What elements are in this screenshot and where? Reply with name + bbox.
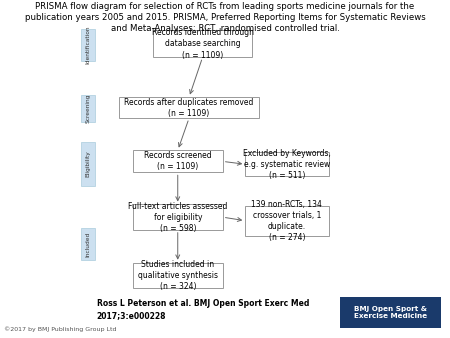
Bar <box>81 228 94 260</box>
Bar <box>81 29 94 61</box>
Text: ©2017 by BMJ Publishing Group Ltd: ©2017 by BMJ Publishing Group Ltd <box>4 326 117 332</box>
Text: BMJ Open Sport &
Exercise Medicine: BMJ Open Sport & Exercise Medicine <box>354 306 427 319</box>
Bar <box>340 297 441 328</box>
Text: Eligibility: Eligibility <box>85 150 90 177</box>
Bar <box>119 97 259 118</box>
Bar <box>153 30 252 57</box>
Bar <box>133 150 223 172</box>
Text: Ross L Peterson et al. BMJ Open Sport Exerc Med
2017;3:e000228: Ross L Peterson et al. BMJ Open Sport Ex… <box>97 299 309 320</box>
Text: Records after duplicates removed
(n = 1109): Records after duplicates removed (n = 11… <box>124 98 254 118</box>
Text: Identification: Identification <box>85 26 90 64</box>
Text: PRISMA flow diagram for selection of RCTs from leading sports medicine journals : PRISMA flow diagram for selection of RCT… <box>25 2 425 33</box>
Bar <box>245 206 328 236</box>
Text: 139 non-RCTs, 134
crossover trials, 1
duplicate.
(n = 274): 139 non-RCTs, 134 crossover trials, 1 du… <box>252 199 322 242</box>
Text: Records identified through
database searching
(n = 1109): Records identified through database sear… <box>152 28 253 59</box>
Bar <box>245 152 328 176</box>
Text: Included: Included <box>85 232 90 257</box>
Bar <box>81 95 94 122</box>
Text: Excluded by Keywords,
e.g. systematic review
(n = 511): Excluded by Keywords, e.g. systematic re… <box>243 149 331 180</box>
Bar <box>133 263 223 288</box>
Text: Studies included in
qualitative synthesis
(n = 324): Studies included in qualitative synthesi… <box>138 260 218 291</box>
Bar <box>81 142 94 186</box>
Text: Full-text articles assessed
for eligibility
(n = 598): Full-text articles assessed for eligibil… <box>128 201 227 233</box>
Text: Screening: Screening <box>85 94 90 123</box>
Text: Records screened
(n = 1109): Records screened (n = 1109) <box>144 151 212 171</box>
Bar <box>133 204 223 230</box>
